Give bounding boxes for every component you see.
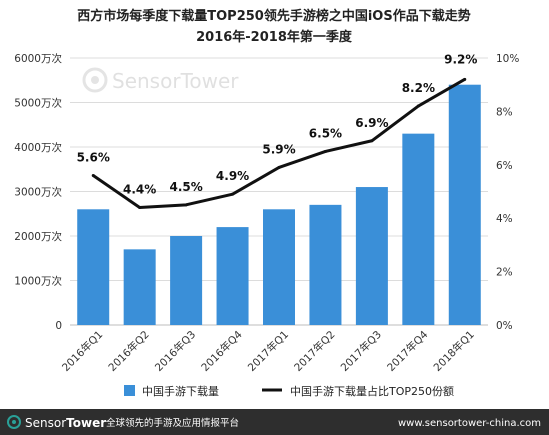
- bar: [448, 84, 481, 325]
- legend-bar-swatch: [124, 385, 135, 396]
- x-axis-tick-label: 2016年Q2: [106, 328, 152, 374]
- right-axis-tick-label: 8%: [496, 106, 513, 118]
- line-point: [370, 139, 374, 143]
- line-series: 5.6% 4.4% 4.5% 4.9% 5.9% 6.5% 6.9% 8.2% 9.2%: [77, 52, 477, 210]
- bar: [77, 209, 110, 325]
- line-point: [277, 165, 281, 169]
- sensortower-logo-icon: [7, 415, 21, 429]
- right-axis: 0% 2% 4% 6% 8% 10%: [496, 53, 519, 332]
- sensortower-watermark-icon: [82, 67, 108, 93]
- legend-line-label: 中国手游下载量占比TOP250份额: [290, 384, 454, 398]
- legend-bar-label: 中国手游下载量: [142, 384, 219, 398]
- bar: [216, 227, 249, 325]
- right-axis-tick-label: 10%: [496, 53, 519, 65]
- x-axis-tick-label: 2016年Q4: [199, 328, 245, 374]
- line-point: [91, 173, 95, 177]
- right-axis-tick-label: 2%: [496, 267, 513, 279]
- left-axis-tick-label: 2000万次: [14, 230, 62, 243]
- footer-background: [0, 409, 549, 435]
- bar: [309, 204, 342, 325]
- left-axis-tick-label: 4000万次: [14, 141, 62, 154]
- data-label: 4.5%: [169, 180, 202, 194]
- data-label: 9.2%: [444, 52, 477, 66]
- bar: [402, 133, 435, 325]
- sensortower-watermark: SensorTower: [82, 67, 239, 93]
- footer-brand: SensorTower: [25, 416, 106, 430]
- x-axis-tick-label: 2017年Q4: [384, 328, 430, 374]
- data-label: 8.2%: [402, 81, 435, 95]
- x-axis-tick-label: 2017年Q3: [338, 328, 384, 374]
- x-axis-tick-label: 2016年Q1: [59, 328, 105, 374]
- footer-bar: SensorTower 全球领先的手游及应用情报平台 www.sensortow…: [0, 409, 549, 435]
- legend: 中国手游下载量 中国手游下载量占比TOP250份额: [124, 384, 454, 398]
- right-axis-tick-label: 0%: [496, 320, 513, 332]
- x-axis-tick-label: 2018年Q1: [431, 328, 477, 374]
- data-label: 4.9%: [216, 169, 249, 183]
- bar-series: [77, 84, 481, 325]
- footer-tagline: 全球领先的手游及应用情报平台: [106, 417, 239, 429]
- x-axis: 2016年Q1 2016年Q2 2016年Q3 2016年Q4 2017年Q1 2017年…: [59, 328, 477, 374]
- line-point: [184, 203, 188, 207]
- x-axis-tick-label: 2016年Q3: [152, 328, 198, 374]
- line-point: [463, 77, 467, 81]
- line-point: [138, 206, 142, 210]
- left-axis-tick-label: 1000万次: [14, 275, 62, 288]
- data-label: 6.9%: [355, 116, 388, 130]
- chart-title: 西方市场每季度下载量TOP250领先手游榜之中国iOS作品下载走势: [77, 8, 470, 24]
- bar: [123, 249, 156, 325]
- line-point: [323, 149, 327, 153]
- bar: [263, 209, 295, 325]
- data-label: 5.6%: [77, 150, 110, 164]
- x-axis-tick-label: 2017年Q1: [245, 328, 291, 374]
- bar: [170, 236, 203, 325]
- left-axis: 0 1000万次 2000万次 3000万次 4000万次 5000万次 6000万次: [14, 52, 62, 332]
- data-label: 4.4%: [123, 183, 156, 197]
- left-axis-tick-label: 0: [55, 320, 62, 332]
- data-label: 6.5%: [309, 126, 342, 140]
- data-label: 5.9%: [262, 142, 295, 156]
- bar: [355, 187, 388, 325]
- left-axis-tick-label: 3000万次: [14, 186, 62, 199]
- line-point: [416, 104, 420, 108]
- footer-url[interactable]: www.sensortower-china.com: [398, 418, 541, 429]
- left-axis-tick-label: 5000万次: [14, 97, 62, 110]
- right-axis-tick-label: 4%: [496, 213, 513, 225]
- right-axis-tick-label: 6%: [496, 160, 513, 172]
- line-point: [231, 192, 235, 196]
- watermark-brand: SensorTower: [112, 69, 239, 93]
- x-axis-tick-label: 2017年Q2: [291, 328, 337, 374]
- left-axis-tick-label: 6000万次: [14, 52, 62, 65]
- chart-subtitle: 2016年-2018年第一季度: [196, 29, 353, 45]
